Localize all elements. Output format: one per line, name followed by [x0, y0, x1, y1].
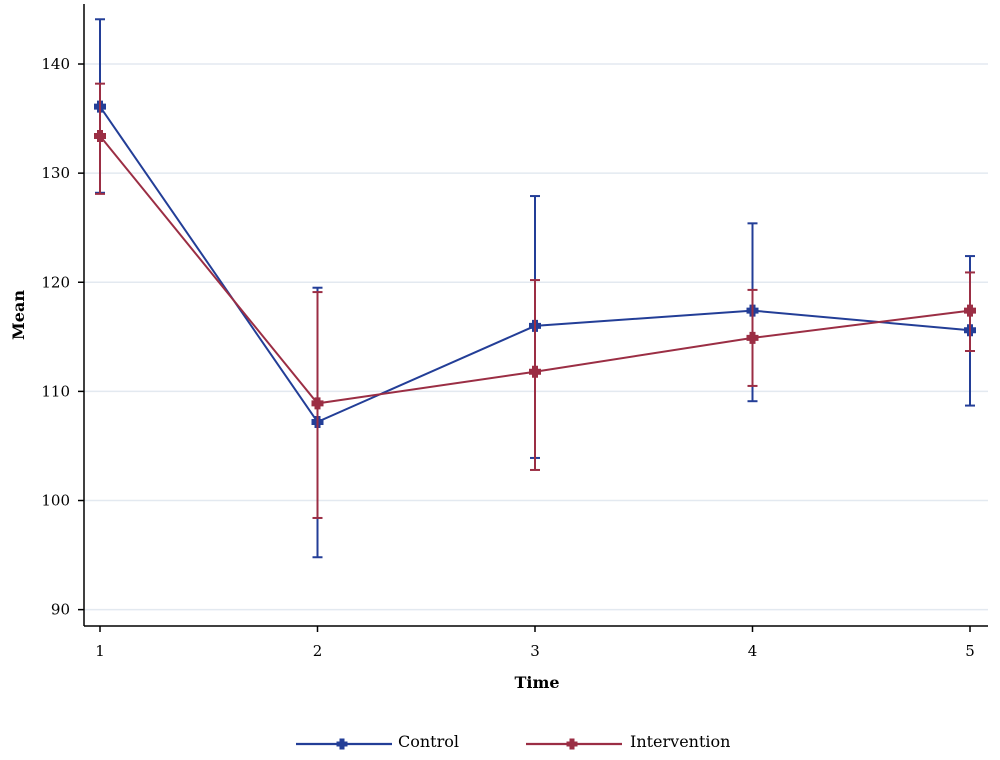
x-ticks: 1 2 3 4 5 [95, 626, 975, 660]
x-tick-label: 1 [95, 642, 105, 660]
series-intervention [94, 82, 976, 519]
legend-swatch-control-marker [336, 738, 348, 750]
legend-item-control: Control [296, 732, 459, 751]
data-point-intervention [964, 304, 976, 317]
data-point-intervention [311, 397, 324, 410]
x-tick-label: 3 [530, 642, 540, 660]
y-tick-label: 100 [41, 492, 70, 510]
y-tick-label: 130 [41, 164, 70, 182]
legend: Control Intervention [296, 732, 730, 751]
y-axis-title: Mean [9, 290, 28, 340]
x-tick-label: 4 [748, 642, 758, 660]
y-tick-label: 140 [41, 55, 70, 73]
data-point-intervention [529, 365, 541, 378]
data-point-intervention [94, 130, 106, 143]
legend-swatch-intervention-marker [566, 738, 578, 750]
x-tick-label: 5 [965, 642, 975, 660]
y-tick-label: 110 [41, 382, 70, 400]
y-tick-label: 120 [41, 273, 70, 291]
y-ticks: 90 100 110 120 130 140 [41, 55, 84, 619]
legend-label-control: Control [398, 732, 459, 751]
x-axis-title: Time [514, 673, 559, 692]
y-tick-label: 90 [51, 601, 70, 619]
axes [83, 4, 988, 627]
series [94, 18, 976, 559]
legend-item-intervention: Intervention [526, 732, 730, 751]
legend-label-intervention: Intervention [630, 732, 730, 751]
data-point-intervention [746, 331, 759, 344]
x-tick-label: 2 [313, 642, 323, 660]
